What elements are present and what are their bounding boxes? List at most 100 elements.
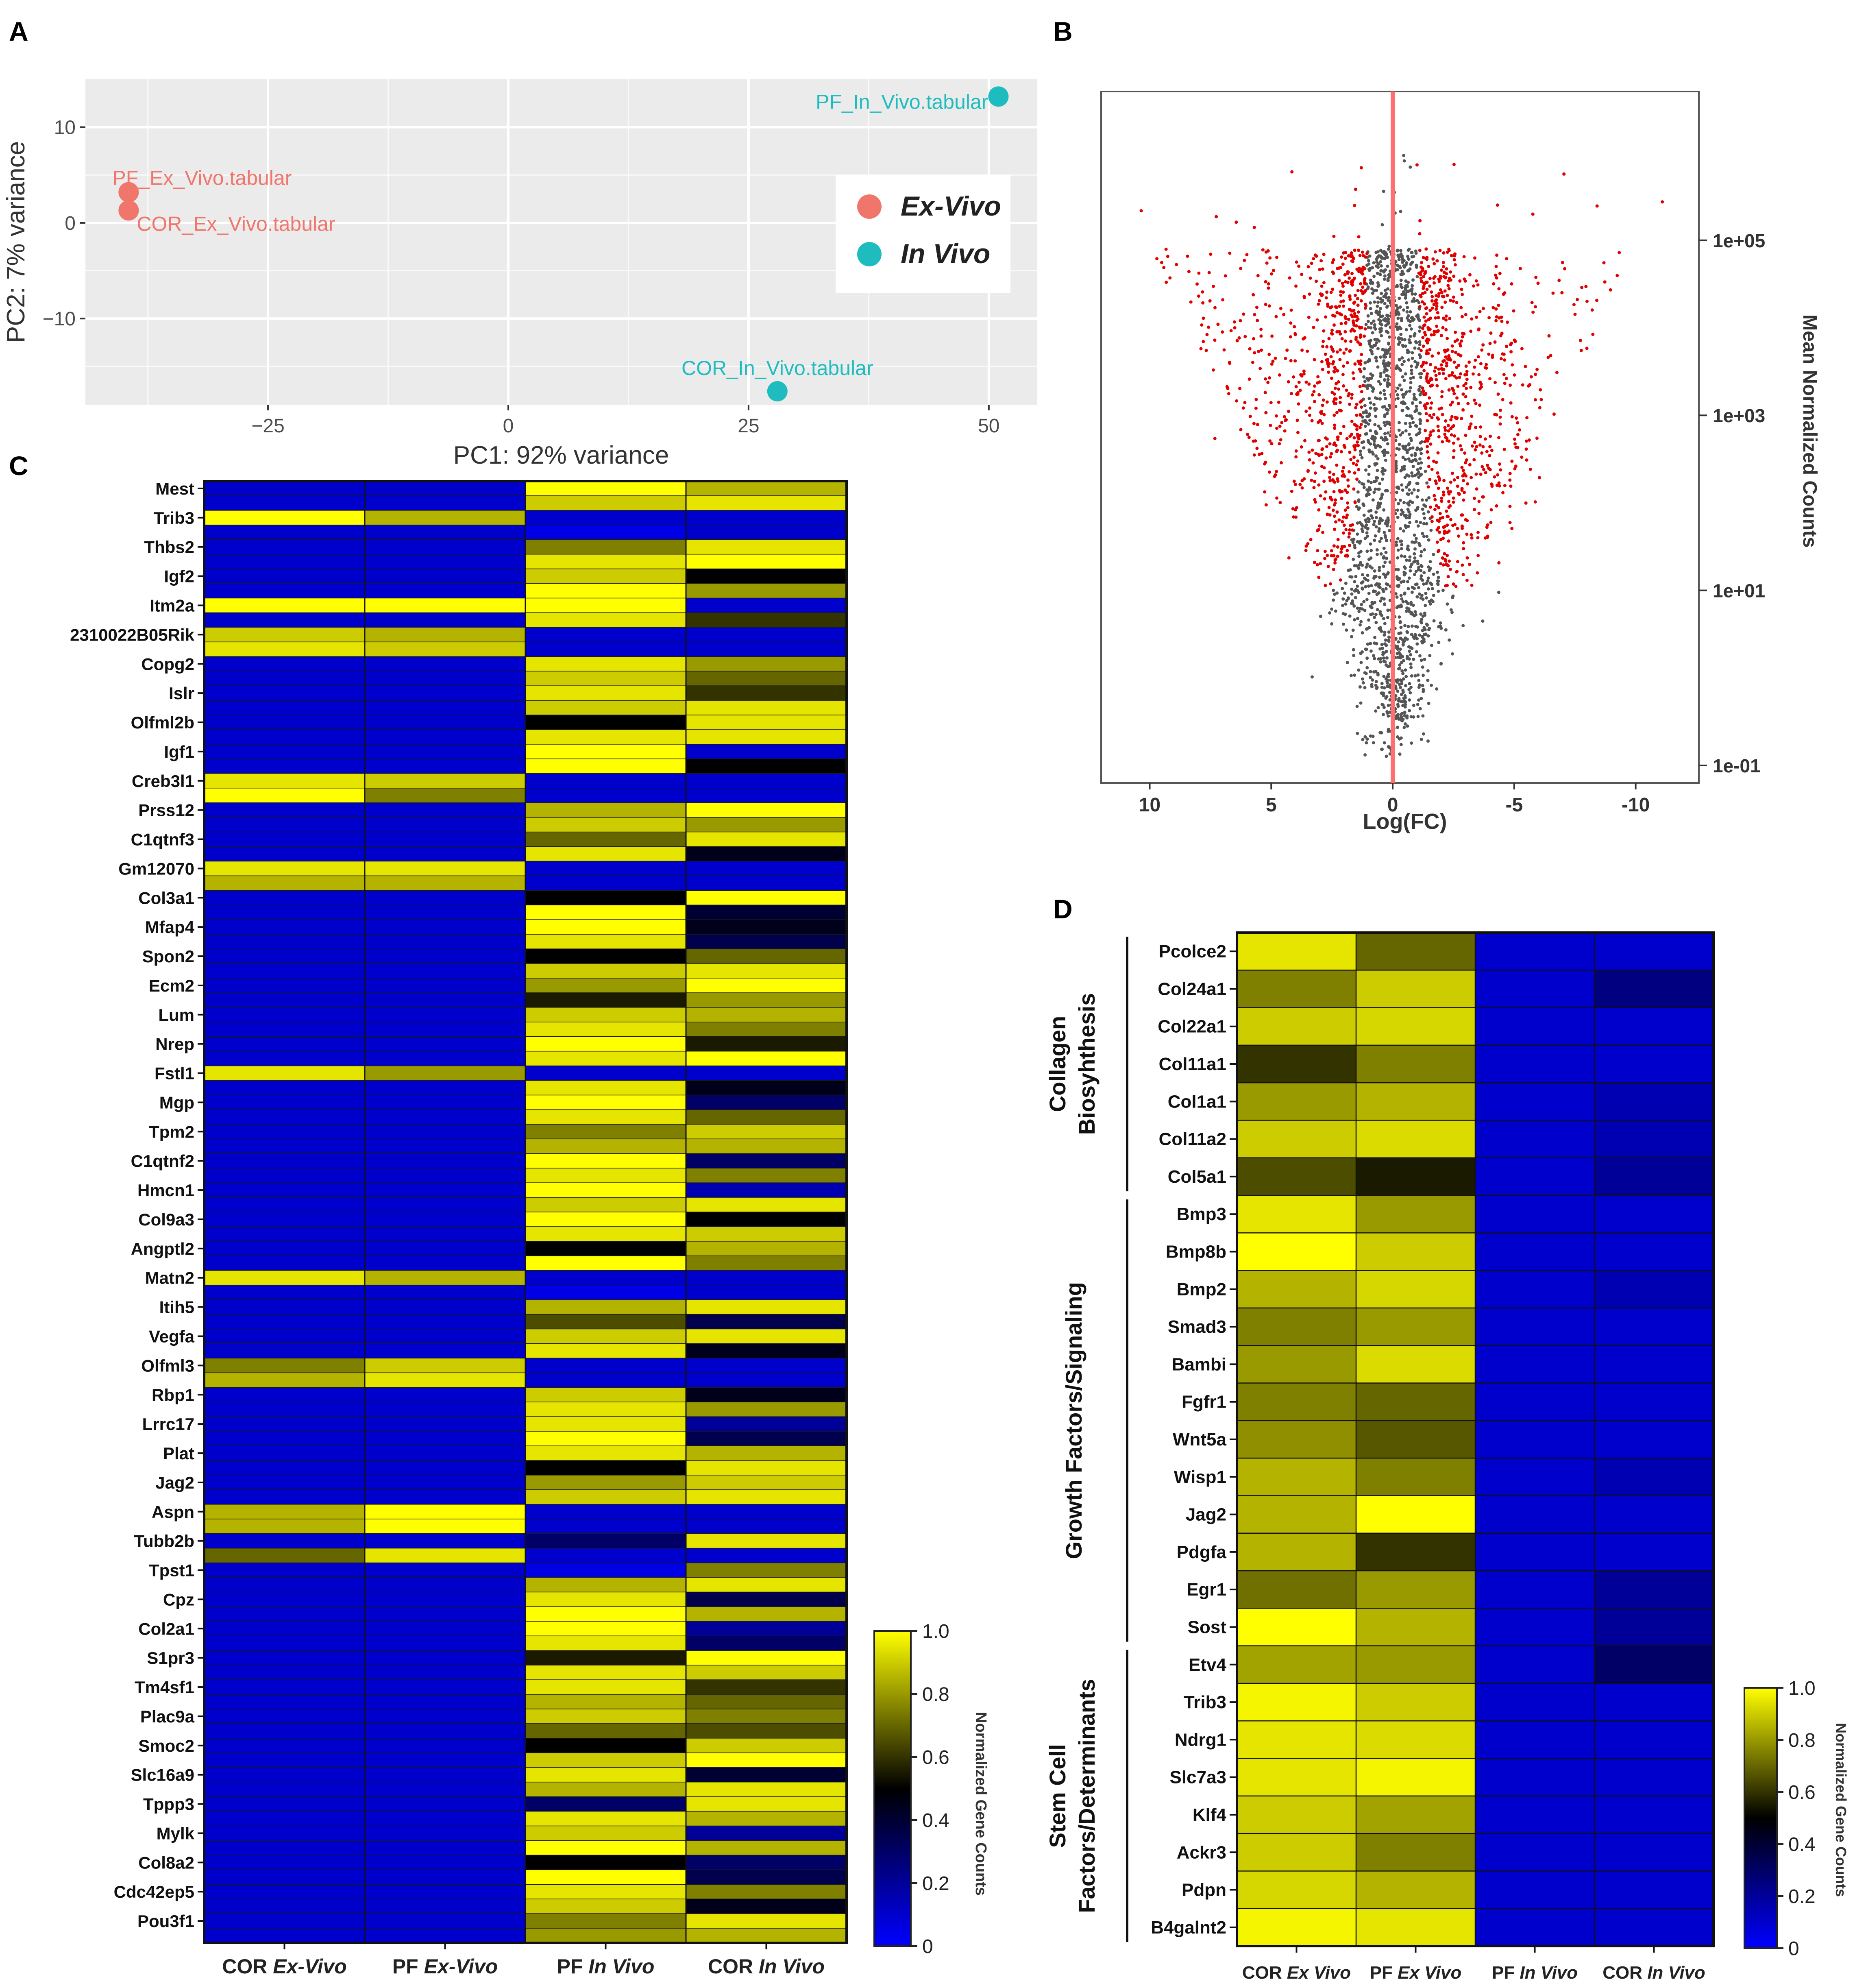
heatmap-c-cell (686, 759, 847, 774)
heatmap-d-cell (1474, 1420, 1595, 1459)
heatmap-c-cell (204, 1226, 366, 1242)
heatmap-c-cell (364, 773, 526, 789)
heatmap-c-cell (364, 1197, 526, 1213)
heatmap-c-cell (686, 963, 847, 979)
heatmap-d-cell (1594, 1232, 1714, 1271)
heatmap-c-row-label: C1qtnf3 (131, 830, 194, 849)
heatmap-c-cell (686, 1899, 847, 1914)
heatmap-c-cell (204, 1753, 366, 1768)
heatmap-d-cell (1355, 1833, 1476, 1872)
heatmap-c-cell (204, 1182, 366, 1198)
heatmap-c-row-label: Plac9a (140, 1707, 195, 1726)
heatmap-c-cell (364, 1709, 526, 1724)
heatmap-c-cell (525, 1460, 687, 1476)
heatmap-c-cell (364, 1679, 526, 1695)
colorbar-bar (1744, 1687, 1778, 1949)
heatmap-c-cell (686, 919, 847, 935)
heatmap-c-cell (525, 1036, 687, 1052)
heatmap-c-cell (364, 875, 526, 891)
heatmap-d-column-label: PF Ex Vivo (1370, 1963, 1462, 1983)
heatmap-c-cell (364, 1256, 526, 1271)
heatmap-d-cell (1236, 1007, 1357, 1046)
heatmap-c-cell (686, 1709, 847, 1724)
heatmap-c-cell (364, 1811, 526, 1827)
heatmap-d-cell (1355, 1758, 1476, 1797)
heatmap-c-cell (525, 1884, 687, 1900)
heatmap-c-row-label: Tubb2b (134, 1532, 194, 1551)
colorbar-bar (873, 1630, 912, 1947)
heatmap-c-cell (525, 1869, 687, 1885)
heatmap-c-cell (686, 700, 847, 716)
heatmap-c-cell (204, 1358, 366, 1373)
heatmap-c-row-label: Vegfa (149, 1327, 195, 1346)
heatmap-c-cell (525, 759, 687, 774)
heatmap-c-cell (525, 1153, 687, 1169)
heatmap-d-row-labels: Pcolce2 Col24a1 Col22a1 Col11a1 Col1a1 Col11a… (1151, 942, 1237, 1938)
heatmap-c-cell (525, 1358, 687, 1373)
heatmap-c-row-label: S1pr3 (147, 1648, 194, 1668)
heatmap-c-cell (525, 1416, 687, 1432)
heatmap-c-cell (204, 1431, 366, 1447)
heatmap-c-row-label: Ecm2 (149, 976, 194, 995)
heatmap-c-row-label: Rbp1 (152, 1385, 194, 1404)
heatmap-c-cell (525, 1913, 687, 1929)
heatmap-c-cell (525, 583, 687, 599)
heatmap-c-cell (525, 1284, 687, 1300)
heatmap-c-row-label: Nrep (155, 1035, 194, 1054)
heatmap-c-cell (525, 1679, 687, 1695)
heatmap-c-cell (364, 1387, 526, 1403)
heatmap-d-cell (1355, 970, 1476, 1009)
heatmap-d-row-label: Col11a2 (1159, 1129, 1226, 1149)
heatmap-c-cell (525, 539, 687, 555)
heatmap-c-cell (686, 1256, 847, 1271)
heatmap-d-group-label: Stem Cell Factors/Determinants (1045, 1679, 1100, 1913)
heatmap-c-cell (364, 1299, 526, 1315)
heatmap-c-cell (204, 1504, 366, 1519)
heatmap-d-row-label: Egr1 (1187, 1580, 1226, 1600)
pca-axis-ticks: −25 0 25 50 −10 0 10 (43, 117, 1000, 437)
heatmap-c-cell (686, 1343, 847, 1359)
heatmap-d-cell (1236, 1232, 1357, 1271)
heatmap-c-cell (686, 817, 847, 833)
heatmap-c-cell (525, 787, 687, 803)
heatmap-c-row-label: C1qtnf2 (131, 1151, 194, 1171)
heatmap-c-cell (364, 1650, 526, 1666)
heatmap-c-cell (686, 1635, 847, 1651)
heatmap-c-cell (204, 1577, 366, 1593)
heatmap-d-cell (1474, 1795, 1595, 1834)
heatmap-c-cell (204, 539, 366, 555)
heatmap-c-cell (204, 802, 366, 818)
heatmap-c-cell (204, 1840, 366, 1856)
pca-legend: Ex-Vivo In Vivo (836, 175, 1010, 293)
heatmap-c-cell (686, 1548, 847, 1563)
heatmap-d-cell (1355, 1645, 1476, 1684)
column-label-condition: In Vivo (1647, 1963, 1705, 1983)
heatmap-c-cell (204, 1650, 366, 1666)
heatmap-d-cell (1474, 1082, 1595, 1121)
heatmap-c-cell (525, 934, 687, 950)
heatmap-c-cell (364, 1431, 526, 1447)
heatmap-c-cell (686, 554, 847, 569)
heatmap-c-cell (364, 568, 526, 584)
heatmap-c-cell (204, 671, 366, 687)
heatmap-c-cell (525, 1226, 687, 1242)
heatmap-c-cell (686, 1855, 847, 1870)
ma-x-tick-label: 0 (1387, 794, 1398, 816)
heatmap-c-cell (686, 1723, 847, 1739)
heatmap-c-cell (686, 1226, 847, 1242)
ma-x-tick-label: 10 (1139, 794, 1160, 816)
heatmap-d-column-label: COR Ex Vivo (1242, 1963, 1351, 1983)
heatmap-c-row-label: Itm2a (150, 596, 194, 615)
heatmap-c-cell (364, 963, 526, 979)
heatmap-c-cell (204, 1270, 366, 1286)
heatmap-d-cell (1474, 1157, 1595, 1196)
heatmap-d-cell (1474, 1683, 1595, 1722)
heatmap-c-cell (204, 1621, 366, 1637)
heatmap-d-column-label: PF In Vivo (1492, 1963, 1578, 1983)
column-label-condition: Ex-Vivo (424, 1955, 498, 1978)
heatmap-c-cell (525, 1431, 687, 1447)
heatmap-c-cell (204, 1051, 366, 1066)
heatmap-d-cell (1236, 1683, 1357, 1722)
heatmap-c-cell (686, 1036, 847, 1052)
heatmap-c-cell (686, 1913, 847, 1929)
